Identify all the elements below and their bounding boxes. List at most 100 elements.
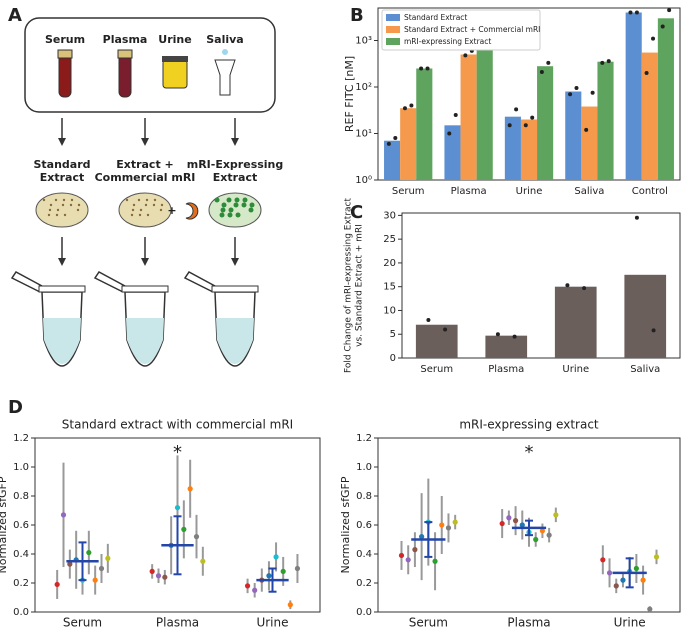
replicate-dot xyxy=(419,66,424,71)
point xyxy=(512,518,519,524)
disc-dot xyxy=(62,198,66,202)
bar xyxy=(597,61,614,180)
disc-dot xyxy=(234,197,240,203)
point xyxy=(419,534,425,540)
disc-dot xyxy=(131,208,135,212)
disc-dot xyxy=(153,198,157,202)
disc-dot xyxy=(132,203,136,207)
replicate-dot xyxy=(660,24,665,29)
y-tick-label: 30 xyxy=(383,210,396,221)
disc-dot xyxy=(145,198,149,202)
disc-dot xyxy=(42,198,46,202)
replicate-dot xyxy=(402,106,407,111)
bar xyxy=(416,68,433,180)
source-label: Urine xyxy=(158,33,191,46)
replicate-dot xyxy=(628,10,633,15)
tube-cap xyxy=(57,49,73,59)
replicate-dot xyxy=(514,107,519,112)
extract-label: Extract xyxy=(213,171,258,184)
x-tick-label: Plasma xyxy=(488,364,524,375)
plus-sign: + xyxy=(167,204,176,217)
replicate-dot xyxy=(463,53,468,58)
arrow-head xyxy=(141,258,149,266)
disc-dot xyxy=(130,213,134,217)
point xyxy=(439,522,445,528)
blood-tube xyxy=(118,51,132,98)
disc-dot xyxy=(235,212,241,218)
bar xyxy=(581,106,598,180)
source-label: Plasma xyxy=(103,33,148,46)
bar xyxy=(657,18,674,180)
bar xyxy=(476,23,493,181)
y-tick-label: 0.0 xyxy=(356,607,372,618)
bar xyxy=(400,108,417,180)
disc-dot xyxy=(219,212,225,218)
disc-dot xyxy=(248,207,254,213)
source-label: Saliva xyxy=(206,33,243,46)
point xyxy=(519,522,525,528)
disc-dot xyxy=(227,212,233,218)
bar xyxy=(485,335,528,358)
replicate-dot xyxy=(546,60,551,65)
point xyxy=(54,581,60,588)
source-label: Serum xyxy=(45,33,85,46)
y-tick-label: 5 xyxy=(390,329,396,340)
x-tick-label: Urine xyxy=(516,186,543,197)
x-tick-label: Serum xyxy=(420,364,453,375)
y-tick-label: 1.0 xyxy=(13,462,29,473)
significance-mark: * xyxy=(173,442,182,463)
disc-dot xyxy=(146,213,150,217)
point xyxy=(452,519,458,525)
point xyxy=(174,505,181,511)
arrow-head xyxy=(58,258,66,266)
point xyxy=(244,583,251,589)
panel-label: D xyxy=(8,397,23,418)
x-tick-label: Urine xyxy=(562,364,589,375)
legend-label: mRI-expressing Extract xyxy=(404,37,491,46)
point xyxy=(252,587,258,593)
y-tick-label: 0 xyxy=(390,353,396,364)
point xyxy=(105,555,111,561)
panel-label: B xyxy=(350,5,364,26)
chart-title: Standard extract with commercial mRI xyxy=(62,418,293,432)
replicate-dot xyxy=(512,334,517,339)
extract-disc xyxy=(118,192,172,228)
tube-lid xyxy=(183,271,216,293)
replicate-dot xyxy=(447,131,452,136)
point xyxy=(546,532,552,538)
disc-dot xyxy=(214,197,220,203)
y-tick-label: 0.8 xyxy=(13,491,29,502)
tube-liquid xyxy=(126,318,164,364)
x-tick-label: Serum xyxy=(409,616,448,628)
y-axis-label: Normalized sfGFP xyxy=(0,476,9,573)
disc-dot xyxy=(144,203,148,207)
point xyxy=(200,558,206,564)
saliva-drop xyxy=(222,49,228,55)
point xyxy=(533,536,539,543)
point xyxy=(98,565,105,572)
x-tick-label: Saliva xyxy=(574,186,604,197)
replicate-dot xyxy=(409,103,414,108)
replicate-dot xyxy=(568,92,573,97)
y-axis-label: REF FITC [nM] xyxy=(343,56,356,132)
replicate-dot xyxy=(590,90,595,95)
disc-dot xyxy=(139,208,143,212)
point xyxy=(60,512,67,518)
point xyxy=(280,568,286,575)
replicate-dot xyxy=(495,332,500,337)
replicate-dot xyxy=(634,10,639,15)
disc-dot xyxy=(49,203,53,207)
disc-dot xyxy=(221,202,227,208)
bar xyxy=(504,116,521,180)
y-tick-label: 0.6 xyxy=(13,520,29,531)
extract-label: Standard xyxy=(33,158,90,171)
point xyxy=(287,602,293,608)
disc-dot xyxy=(76,208,80,212)
panel-label: C xyxy=(350,202,363,223)
arrow-head xyxy=(231,138,239,146)
panel-label: A xyxy=(8,5,22,26)
point xyxy=(613,583,619,589)
point xyxy=(633,565,639,572)
arrow-head xyxy=(141,138,149,146)
replicate-dot xyxy=(523,123,528,128)
